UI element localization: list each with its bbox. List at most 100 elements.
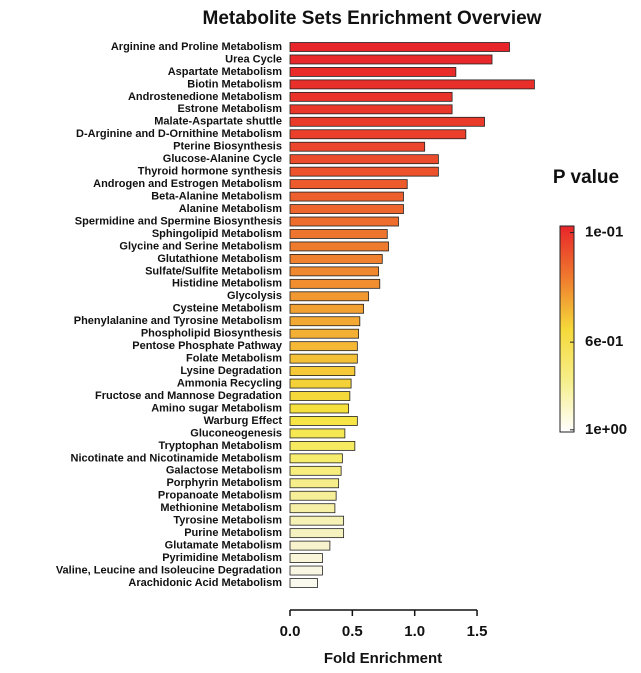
chart-title: Metabolite Sets Enrichment Overview: [203, 8, 542, 29]
bar: [289, 104, 453, 115]
y-tick-label: Warburg Effect: [204, 415, 283, 427]
y-tick-label: Glucose-Alanine Cycle: [163, 153, 282, 165]
y-tick-label: Propanoate Metabolism: [158, 490, 282, 502]
bar: [289, 303, 364, 314]
y-tick-label: Urea Cycle: [225, 53, 282, 65]
bar: [289, 229, 388, 239]
bar: [289, 515, 345, 526]
colorbar-tick-label: 1e-01: [585, 224, 623, 241]
y-tick-label: Porphyrin Metabolism: [166, 477, 282, 489]
y-tick-label: Folate Metabolism: [186, 353, 282, 365]
bar: [289, 67, 457, 77]
colorbar-tick-label: 1e+00: [585, 421, 627, 438]
bar: [289, 154, 439, 165]
y-tick-label: Nicotinate and Nicotinamide Metabolism: [71, 452, 283, 464]
bar: [289, 179, 408, 190]
y-tick-label: Biotin Metabolism: [187, 78, 282, 90]
bar: [289, 166, 439, 177]
colorbar-tick-label: 6e-01: [585, 333, 623, 350]
bar: [289, 540, 331, 551]
bar: [289, 266, 379, 277]
y-tick-label: Thyroid hormone synthesis: [138, 166, 282, 178]
x-tick-label: 1.0: [404, 623, 425, 640]
y-tick-label: Histidine Metabolism: [172, 278, 282, 290]
bar: [289, 490, 337, 501]
legend-title: P value: [553, 167, 619, 188]
bar: [289, 129, 467, 140]
y-tick-label: Methionine Metabolism: [160, 502, 282, 514]
y-tick-label: Phenylalanine and Tyrosine Metabolism: [74, 315, 282, 327]
y-tick-label: Gluconeogenesis: [190, 427, 282, 439]
y-tick-label: Pentose Phosphate Pathway: [132, 340, 283, 352]
y-tick-label: Androstenedione Metabolism: [128, 91, 282, 103]
bar: [289, 416, 358, 426]
colorbar: [559, 225, 575, 433]
bar: [289, 353, 358, 364]
bar: [289, 116, 485, 127]
bar: [289, 316, 361, 327]
bar: [289, 528, 345, 539]
y-tick-label: Galactose Metabolism: [166, 465, 282, 477]
y-tick-label: Arginine and Proline Metabolism: [111, 41, 282, 53]
x-tick-label: 0.0: [280, 623, 301, 640]
bar: [289, 54, 493, 65]
bar: [289, 378, 352, 389]
bar: [289, 465, 342, 476]
bar: [289, 553, 323, 563]
bar: [289, 278, 381, 289]
y-tick-label: Alanine Metabolism: [179, 203, 283, 215]
y-tick-label: Aspartate Metabolism: [168, 66, 283, 78]
y-tick-label: Sulfate/Sulfite Metabolism: [145, 265, 282, 277]
x-axis-label: Fold Enrichment: [324, 650, 442, 667]
y-tick-label: D-Arginine and D-Ornithine Metabolism: [76, 128, 282, 140]
bar: [289, 141, 426, 152]
y-tick-label: Ammonia Recycling: [177, 377, 282, 389]
bar: [289, 440, 356, 451]
y-tick-label: Lysine Degradation: [180, 365, 282, 377]
bar: [289, 366, 356, 376]
y-tick-label: Purine Metabolism: [184, 527, 282, 539]
y-tick-label: Tyrosine Metabolism: [173, 515, 282, 527]
bar: [289, 578, 318, 588]
x-tick-label: 1.5: [467, 623, 488, 640]
y-tick-label: Beta-Alanine Metabolism: [151, 190, 282, 202]
bar: [289, 191, 404, 202]
bar: [289, 341, 358, 352]
y-tick-label: Cysteine Metabolism: [173, 303, 283, 315]
bar: [289, 503, 336, 514]
y-tick-label: Pyrimidine Metabolism: [162, 552, 282, 564]
bar: [289, 403, 350, 414]
x-tick-label: 0.5: [342, 623, 363, 640]
y-tick-label: Malate-Aspartate shuttle: [154, 116, 282, 128]
y-tick-label: Sphingolipid Metabolism: [152, 228, 282, 240]
y-tick-label: Estrone Metabolism: [177, 103, 282, 115]
y-tick-label: Androgen and Estrogen Metabolism: [93, 178, 282, 190]
y-tick-label: Glutathione Metabolism: [157, 253, 282, 265]
bar: [289, 453, 343, 464]
y-tick-label: Arachidonic Acid Metabolism: [128, 577, 282, 589]
y-tick-label: Spermidine and Spermine Biosynthesis: [75, 215, 282, 227]
y-tick-label: Pterine Biosynthesis: [173, 141, 282, 153]
bar: [289, 79, 535, 90]
bar: [289, 391, 351, 401]
bar: [289, 91, 453, 102]
bar: [289, 254, 383, 264]
bar: [289, 328, 359, 339]
y-tick-label: Amino sugar Metabolism: [151, 402, 282, 414]
bar: [289, 241, 389, 252]
y-tick-label: Fructose and Mannose Degradation: [95, 390, 282, 402]
y-tick-label: Glycolysis: [227, 290, 282, 302]
bar: [289, 478, 340, 489]
bar: [289, 565, 323, 576]
y-tick-label: Glutamate Metabolism: [165, 540, 283, 552]
bar: [289, 428, 346, 439]
bar: [289, 216, 399, 227]
y-tick-label: Tryptophan Metabolism: [159, 440, 283, 452]
bar: [289, 204, 404, 214]
y-tick-label: Valine, Leucine and Isoleucine Degradati…: [56, 564, 282, 576]
y-tick-label: Phospholipid Biosynthesis: [141, 328, 282, 340]
y-tick-label: Glycine and Serine Metabolism: [119, 240, 282, 252]
bar: [289, 291, 369, 302]
bar: [289, 42, 510, 52]
